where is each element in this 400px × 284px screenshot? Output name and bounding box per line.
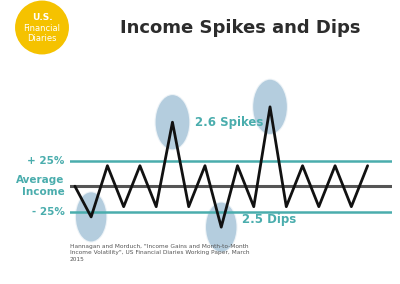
Text: Average
Income: Average Income bbox=[16, 175, 64, 197]
Text: 2.5 Dips: 2.5 Dips bbox=[242, 213, 297, 226]
Circle shape bbox=[252, 79, 288, 135]
Circle shape bbox=[75, 191, 108, 243]
Text: Financial: Financial bbox=[24, 24, 60, 33]
Text: Hannagan and Morduch, "Income Gains and Month-to-Month
Income Volatility", US Fi: Hannagan and Morduch, "Income Gains and … bbox=[70, 244, 250, 262]
Text: - 25%: - 25% bbox=[32, 207, 64, 217]
Text: Income Spikes and Dips: Income Spikes and Dips bbox=[120, 19, 360, 37]
Text: 2.6 Spikes: 2.6 Spikes bbox=[195, 116, 264, 129]
Circle shape bbox=[14, 0, 70, 55]
Text: U.S.: U.S. bbox=[32, 13, 52, 22]
Text: + 25%: + 25% bbox=[27, 156, 64, 166]
Circle shape bbox=[154, 94, 190, 150]
Text: Diaries: Diaries bbox=[27, 34, 57, 43]
Circle shape bbox=[205, 202, 238, 253]
